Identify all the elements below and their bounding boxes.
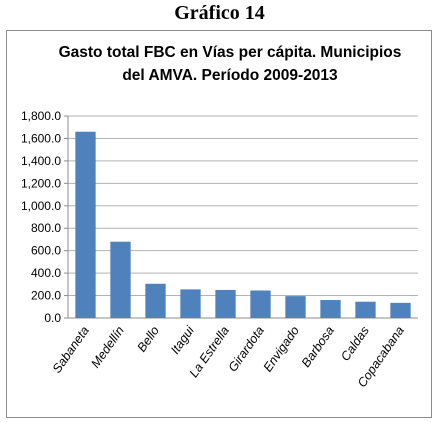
category-label: Itagui [168, 323, 198, 357]
bar [250, 290, 271, 318]
bar [285, 296, 306, 318]
bar [355, 301, 376, 318]
y-tick-label: 200.0 [31, 289, 61, 303]
figure-heading: Gráfico 14 [174, 2, 265, 24]
bar [390, 302, 411, 318]
y-tick-label: 600.0 [31, 244, 61, 258]
chart-title-line-1: Gasto total FBC en Vías per cápita. Muni… [59, 44, 402, 61]
bar [145, 283, 166, 318]
y-tick-label: 1,200.0 [21, 176, 61, 190]
y-tick-label: 1,600.0 [21, 131, 61, 145]
category-label: Envigado [261, 324, 302, 375]
category-label: Bello [135, 324, 162, 355]
y-tick-label: 1,000.0 [21, 199, 61, 213]
y-axis: 0.0 200.0 400.0 600.0 800.0 1,000.0 1,200.0 1,4… [21, 109, 69, 325]
bar [320, 300, 341, 318]
chart-title-line-2: del AMVA. Período 2009-2013 [122, 67, 338, 84]
bar [110, 241, 131, 318]
bar [180, 289, 201, 318]
category-label: Medellín [88, 324, 127, 371]
chart-frame [6, 30, 432, 418]
bars [75, 131, 411, 318]
y-tick-label: 1,400.0 [21, 154, 61, 168]
category-label: Caldas [338, 324, 372, 364]
y-tick-label: 0.0 [44, 311, 61, 325]
category-label: Sabaneta [50, 324, 92, 376]
category-label: Barbosa [299, 324, 337, 370]
y-tick-label: 400.0 [31, 266, 61, 280]
y-tick-label: 800.0 [31, 221, 61, 235]
y-tick-label: 1,800.0 [21, 109, 61, 123]
bar [75, 131, 96, 318]
bar [215, 289, 236, 318]
